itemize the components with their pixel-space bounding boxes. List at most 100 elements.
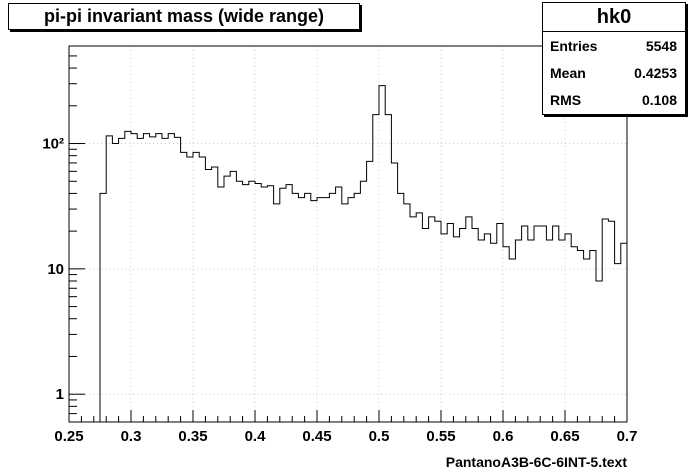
- histogram-bin: [137, 138, 143, 422]
- histogram-bin: [528, 240, 534, 422]
- histogram-bin: [602, 219, 608, 422]
- histogram-bin: [125, 131, 131, 422]
- histogram-bin: [168, 134, 174, 422]
- histogram-bin: [509, 259, 515, 422]
- histogram-bin: [460, 228, 466, 422]
- stats-rms-label: RMS: [550, 91, 582, 108]
- histogram-bin: [590, 251, 596, 422]
- histogram-bin: [317, 198, 323, 422]
- histogram-bin: [243, 185, 249, 422]
- histogram-bin: [274, 204, 280, 422]
- histogram-bin: [112, 144, 118, 422]
- histogram-bin: [298, 198, 304, 422]
- x-tick-label: 0.4: [245, 428, 267, 445]
- histogram-bin: [199, 157, 205, 422]
- x-tick-label: 0.5: [369, 428, 390, 445]
- histogram-bin: [522, 226, 528, 422]
- histogram-outline: [99, 85, 627, 422]
- histogram-bin: [150, 137, 156, 422]
- histogram-bin: [385, 115, 391, 422]
- x-tick-label: 0.6: [493, 428, 514, 445]
- histogram-bin: [540, 226, 546, 422]
- histogram-bin: [261, 187, 267, 422]
- x-tick-label: 0.25: [54, 428, 83, 445]
- stats-row-rms: RMS 0.108: [543, 86, 685, 113]
- histogram-bin: [410, 217, 416, 422]
- histogram-bin: [218, 187, 224, 422]
- histogram-bin: [212, 167, 218, 422]
- histogram-bin: [559, 240, 565, 422]
- histogram-bin: [323, 198, 329, 422]
- histogram-bin: [379, 86, 385, 422]
- y-tick-label: 1: [56, 386, 64, 403]
- histogram-bin: [336, 187, 342, 422]
- histogram-bin: [367, 161, 373, 422]
- x-tick-label: 0.3: [121, 428, 142, 445]
- stats-mean-label: Mean: [550, 64, 586, 81]
- histogram-bin: [435, 221, 441, 422]
- y-tick-labels: 1 10 10²: [42, 136, 64, 404]
- histogram-bars: [99, 85, 627, 422]
- histogram-bin: [205, 170, 211, 422]
- histogram-bin: [391, 163, 397, 422]
- histogram-bin: [187, 157, 193, 422]
- histogram-bin: [553, 226, 559, 422]
- histogram-bin: [621, 243, 627, 422]
- histogram-bin: [398, 193, 404, 422]
- histogram-bin: [416, 213, 422, 422]
- histogram-bin: [255, 183, 261, 422]
- histogram-bin: [534, 226, 540, 422]
- histogram-bin: [360, 181, 366, 422]
- histogram-bin: [286, 185, 292, 422]
- x-tick-label: 0.7: [617, 428, 638, 445]
- stats-histogram-name: hk0: [543, 3, 685, 32]
- histogram-bin: [292, 193, 298, 422]
- histogram-bin: [571, 247, 577, 422]
- histogram-bin: [224, 176, 230, 422]
- y-tick-label: 10²: [42, 136, 64, 153]
- histogram-bin: [329, 193, 335, 422]
- histogram-bin: [491, 243, 497, 422]
- histogram-bin: [546, 240, 552, 422]
- histogram-bin: [236, 181, 242, 422]
- histogram-bin: [311, 201, 317, 422]
- stats-rms-value: 0.108: [641, 91, 677, 108]
- stats-row-entries: Entries 5548: [543, 32, 685, 59]
- stats-entries-label: Entries: [550, 37, 598, 54]
- histogram-bin: [100, 193, 106, 422]
- plot-frame: [68, 45, 628, 423]
- histogram-bin: [422, 228, 428, 422]
- histogram-bin: [466, 217, 472, 422]
- histogram-bin: [577, 251, 583, 422]
- stats-row-mean: Mean 0.4253: [543, 59, 685, 86]
- histogram-bin: [472, 228, 478, 422]
- stats-mean-value: 0.4253: [634, 64, 677, 81]
- histogram-bin: [497, 224, 503, 422]
- x-axis-title: PantanoA3B-6C-6INT-5.text: [446, 454, 628, 470]
- histogram-bin: [249, 181, 255, 422]
- histogram-bin: [143, 134, 149, 422]
- x-tick-label: 0.55: [426, 428, 455, 445]
- histogram-bin: [305, 193, 311, 422]
- histogram-bin: [193, 152, 199, 422]
- histogram-bin: [453, 237, 459, 422]
- histogram-bin: [484, 234, 490, 422]
- x-tick-label: 0.45: [302, 428, 331, 445]
- histogram-bin: [615, 264, 621, 422]
- histogram-bin: [584, 259, 590, 422]
- stats-box: hk0 Entries 5548 Mean 0.4253 RMS 0.108: [542, 2, 686, 115]
- histogram-bin: [119, 138, 125, 422]
- histogram-bin: [131, 134, 137, 422]
- histogram-bin: [503, 247, 509, 422]
- histogram-bin: [348, 198, 354, 422]
- histogram-bin: [162, 138, 168, 422]
- x-tick-label: 0.35: [178, 428, 207, 445]
- histogram-bin: [174, 137, 180, 422]
- histogram-bin: [404, 204, 410, 422]
- histogram-bin: [106, 136, 112, 422]
- histogram-bin: [156, 134, 162, 422]
- histogram-bin: [373, 115, 379, 422]
- histogram-bin: [478, 240, 484, 422]
- histogram-bin: [441, 234, 447, 422]
